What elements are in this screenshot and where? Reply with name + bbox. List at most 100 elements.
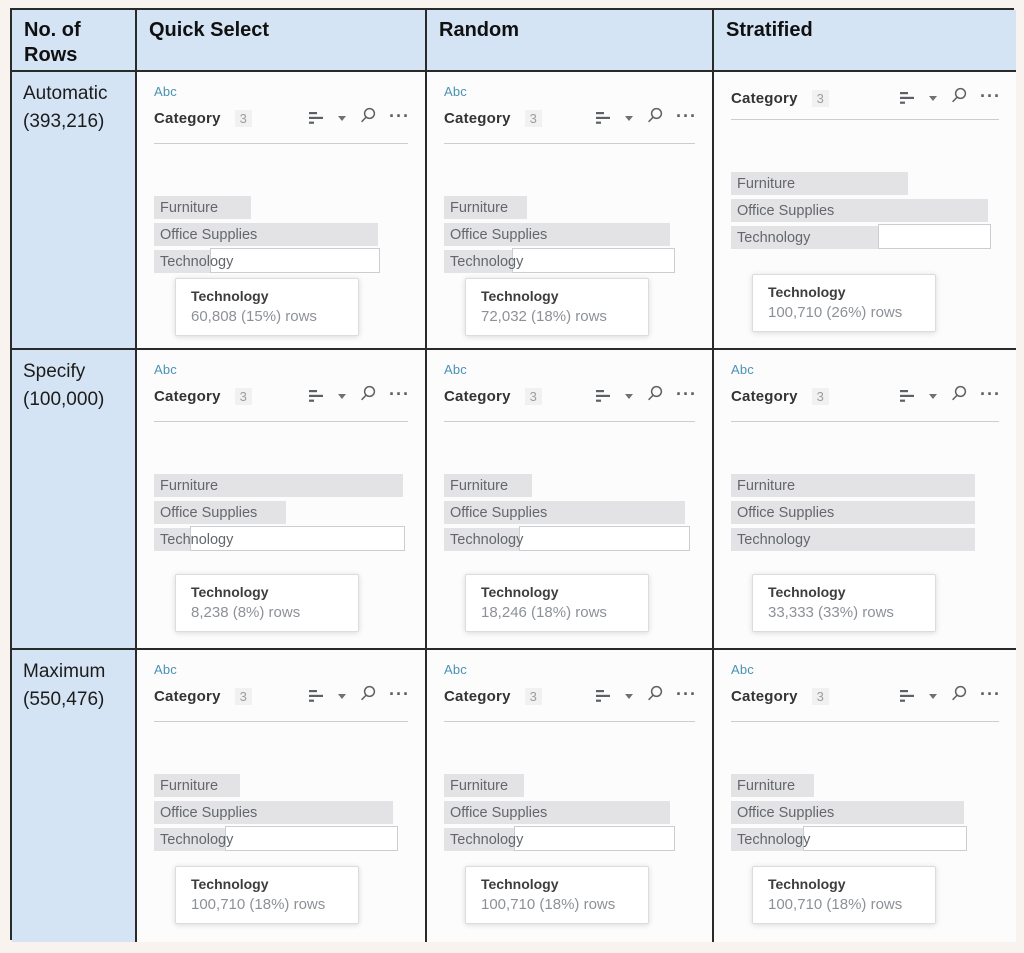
- caret-down-icon[interactable]: [625, 115, 634, 121]
- category-bar-technology[interactable]: Technology: [731, 224, 999, 249]
- tooltip: Technology 8,238 (8%) rows: [175, 574, 359, 632]
- field-name: Category: [731, 687, 798, 705]
- search-icon[interactable]: [359, 107, 376, 129]
- more-options-icon[interactable]: ···: [676, 384, 697, 404]
- category-bars: Furniture Office Supplies Technology: [731, 474, 999, 555]
- header-stratified: Stratified: [714, 10, 1016, 72]
- profile-card: Abc Category 3: [427, 72, 712, 348]
- category-bar-furniture[interactable]: Furniture: [154, 196, 408, 219]
- caret-down-icon[interactable]: [338, 693, 347, 699]
- tooltip: Technology 18,246 (18%) rows: [465, 574, 649, 632]
- search-icon[interactable]: [359, 385, 376, 407]
- search-icon[interactable]: [950, 385, 967, 407]
- category-bar-office-supplies[interactable]: Office Supplies: [444, 501, 695, 524]
- bar-label: Technology: [160, 531, 234, 548]
- category-bars: Furniture Office Supplies Technology: [154, 774, 408, 855]
- row-label-maximum: Maximum (550,476): [12, 650, 137, 942]
- category-bar-furniture[interactable]: Furniture: [154, 774, 408, 797]
- sort-icon[interactable]: [596, 689, 612, 703]
- category-bar-office-supplies[interactable]: Office Supplies: [731, 801, 999, 824]
- category-bar-furniture[interactable]: Furniture: [731, 172, 999, 195]
- category-bar-technology[interactable]: Technology: [731, 528, 999, 551]
- bar-label: Furniture: [450, 777, 509, 794]
- category-bar-office-supplies[interactable]: Office Supplies: [154, 801, 408, 824]
- sample-extent-box: [519, 526, 690, 551]
- sort-icon[interactable]: [596, 111, 612, 125]
- more-options-icon[interactable]: ···: [676, 106, 697, 126]
- profile-card: Abc Category 3: [427, 350, 712, 648]
- more-options-icon[interactable]: ···: [980, 684, 1001, 704]
- sort-icon[interactable]: [900, 689, 916, 703]
- category-bar-technology[interactable]: Technology: [154, 248, 408, 273]
- bar-fill: [444, 474, 532, 497]
- category-bar-furniture[interactable]: Furniture: [731, 474, 999, 497]
- profile-card: Abc Category 3: [714, 350, 1016, 648]
- bar-label: Technology: [450, 831, 524, 848]
- tooltip-title: Technology: [191, 584, 269, 600]
- caret-down-icon[interactable]: [338, 115, 347, 121]
- category-bar-office-supplies[interactable]: Office Supplies: [154, 501, 408, 524]
- bar-fill: [731, 501, 975, 524]
- caret-down-icon[interactable]: [625, 393, 634, 399]
- field-divider: [444, 421, 695, 422]
- header-quick-select-label: Quick Select: [149, 19, 270, 41]
- search-icon[interactable]: [950, 87, 967, 109]
- search-icon[interactable]: [950, 685, 967, 707]
- bar-label: Office Supplies: [737, 202, 835, 219]
- category-bar-office-supplies[interactable]: Office Supplies: [731, 199, 999, 222]
- category-bar-technology[interactable]: Technology: [154, 826, 408, 851]
- category-bar-technology[interactable]: Technology: [154, 526, 408, 551]
- caret-down-icon[interactable]: [929, 393, 938, 399]
- bar-label: Furniture: [160, 477, 219, 494]
- search-icon[interactable]: [646, 685, 663, 707]
- caret-down-icon[interactable]: [338, 393, 347, 399]
- tooltip-value: 100,710 (18%) rows: [191, 896, 326, 913]
- field-divider: [444, 721, 695, 722]
- search-icon[interactable]: [646, 107, 663, 129]
- category-bar-furniture[interactable]: Furniture: [731, 774, 999, 797]
- category-bar-office-supplies[interactable]: Office Supplies: [731, 501, 999, 524]
- search-icon[interactable]: [646, 385, 663, 407]
- header-no-of-rows: No. of Rows: [12, 10, 137, 72]
- caret-down-icon[interactable]: [929, 693, 938, 699]
- sort-icon[interactable]: [309, 389, 325, 403]
- category-bar-technology[interactable]: Technology: [444, 248, 695, 273]
- sort-icon[interactable]: [900, 91, 916, 105]
- bar-label: Technology: [160, 831, 234, 848]
- more-options-icon[interactable]: ···: [389, 106, 410, 126]
- sort-icon[interactable]: [596, 389, 612, 403]
- category-bar-technology[interactable]: Technology: [444, 526, 695, 551]
- field-name: Category: [444, 387, 511, 405]
- category-bar-furniture[interactable]: Furniture: [154, 474, 408, 497]
- cell-maximum-stratified: Abc Category 3: [714, 650, 1016, 942]
- search-icon[interactable]: [359, 685, 376, 707]
- profile-card: Abc Category 3: [137, 350, 425, 648]
- category-bar-office-supplies[interactable]: Office Supplies: [154, 223, 408, 246]
- more-options-icon[interactable]: ···: [389, 384, 410, 404]
- category-bar-furniture[interactable]: Furniture: [444, 474, 695, 497]
- category-bar-office-supplies[interactable]: Office Supplies: [444, 801, 695, 824]
- tooltip-value: 60,808 (15%) rows: [191, 308, 317, 325]
- tooltip-title: Technology: [768, 584, 846, 600]
- sort-icon[interactable]: [309, 111, 325, 125]
- caret-down-icon[interactable]: [929, 95, 938, 101]
- field-toolbar: ···: [309, 385, 410, 407]
- category-bar-technology[interactable]: Technology: [444, 826, 695, 851]
- field-count: 3: [234, 109, 252, 127]
- sort-icon[interactable]: [900, 389, 916, 403]
- bar-fill: [731, 199, 989, 222]
- more-options-icon[interactable]: ···: [676, 684, 697, 704]
- caret-down-icon[interactable]: [625, 693, 634, 699]
- category-bar-technology[interactable]: Technology: [731, 826, 999, 851]
- row-name: Maximum: [23, 661, 106, 682]
- more-options-icon[interactable]: ···: [980, 384, 1001, 404]
- category-bar-office-supplies[interactable]: Office Supplies: [444, 223, 695, 246]
- field-header: Category 3 ···: [444, 384, 697, 407]
- sort-icon[interactable]: [309, 689, 325, 703]
- field-toolbar: ···: [900, 385, 1001, 407]
- category-bar-furniture[interactable]: Furniture: [444, 196, 695, 219]
- tooltip-title: Technology: [481, 584, 559, 600]
- more-options-icon[interactable]: ···: [980, 86, 1001, 106]
- category-bar-furniture[interactable]: Furniture: [444, 774, 695, 797]
- more-options-icon[interactable]: ···: [389, 684, 410, 704]
